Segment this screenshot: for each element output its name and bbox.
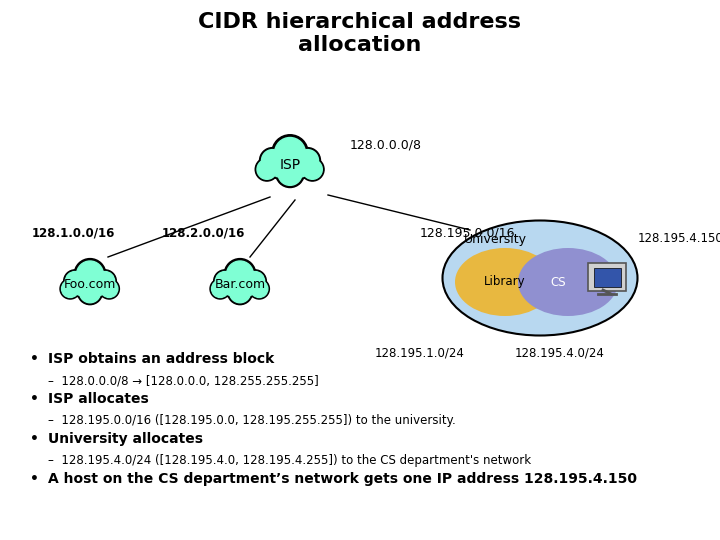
Text: –  128.195.0.0/16 ([128.195.0.0, 128.195.255.255]) to the university.: – 128.195.0.0/16 ([128.195.0.0, 128.195.…	[48, 414, 456, 427]
Circle shape	[60, 279, 81, 299]
Text: ISP: ISP	[279, 158, 300, 172]
Circle shape	[259, 147, 285, 173]
Circle shape	[228, 280, 253, 305]
Text: 128.195.0.0/16: 128.195.0.0/16	[420, 226, 516, 240]
Circle shape	[269, 155, 291, 177]
Circle shape	[289, 155, 311, 177]
Circle shape	[99, 279, 120, 299]
Text: 128.2.0.0/16: 128.2.0.0/16	[162, 226, 246, 240]
Circle shape	[212, 280, 229, 298]
Circle shape	[89, 276, 108, 295]
Text: Foo.com: Foo.com	[64, 279, 116, 292]
Circle shape	[95, 272, 114, 291]
Text: 128.195.4.150: 128.195.4.150	[638, 232, 720, 245]
Circle shape	[301, 158, 324, 181]
Circle shape	[237, 275, 260, 298]
Circle shape	[210, 279, 230, 299]
Circle shape	[94, 270, 117, 293]
Circle shape	[220, 275, 243, 298]
Text: •: •	[30, 432, 39, 446]
Ellipse shape	[443, 220, 637, 335]
Circle shape	[278, 161, 302, 185]
Circle shape	[297, 150, 318, 172]
Text: ISP allocates: ISP allocates	[48, 392, 149, 406]
Circle shape	[255, 158, 279, 181]
Circle shape	[272, 134, 308, 171]
Circle shape	[214, 270, 236, 293]
Circle shape	[257, 159, 276, 179]
Circle shape	[246, 272, 265, 291]
Text: –  128.195.4.0/24 ([128.195.4.0, 128.195.4.255]) to the CS department's network: – 128.195.4.0/24 ([128.195.4.0, 128.195.…	[48, 454, 531, 467]
Circle shape	[62, 280, 79, 298]
Circle shape	[78, 280, 102, 305]
Text: 128.1.0.0/16: 128.1.0.0/16	[32, 226, 115, 240]
FancyBboxPatch shape	[593, 267, 621, 287]
Circle shape	[87, 275, 109, 298]
Text: 128.195.4.0/24: 128.195.4.0/24	[515, 346, 605, 359]
FancyBboxPatch shape	[588, 263, 626, 291]
Ellipse shape	[455, 248, 555, 316]
Text: Bar.com: Bar.com	[215, 279, 266, 292]
Circle shape	[267, 153, 293, 179]
Circle shape	[71, 275, 93, 298]
Circle shape	[72, 276, 91, 295]
Circle shape	[215, 272, 235, 291]
Text: •: •	[30, 472, 39, 486]
Text: –  128.0.0.0/8 → [128.0.0.0, 128.255.255.255]: – 128.0.0.0/8 → [128.0.0.0, 128.255.255.…	[48, 374, 319, 387]
Circle shape	[294, 147, 320, 173]
Circle shape	[66, 272, 85, 291]
Text: A host on the CS department’s network gets one IP address 128.195.4.150: A host on the CS department’s network ge…	[48, 472, 637, 486]
Circle shape	[251, 280, 268, 298]
Circle shape	[276, 159, 305, 187]
Circle shape	[230, 282, 251, 303]
Circle shape	[227, 261, 253, 288]
Ellipse shape	[518, 248, 618, 316]
Circle shape	[222, 276, 241, 295]
Circle shape	[249, 279, 269, 299]
Text: 128.0.0.0/8: 128.0.0.0/8	[350, 138, 422, 152]
Circle shape	[224, 259, 256, 291]
Text: •: •	[30, 352, 39, 366]
Circle shape	[287, 153, 312, 179]
Text: CS: CS	[550, 275, 566, 288]
Text: CIDR hierarchical address
allocation: CIDR hierarchical address allocation	[199, 12, 521, 55]
Circle shape	[261, 150, 284, 172]
Circle shape	[79, 282, 101, 303]
Text: Library: Library	[484, 275, 526, 288]
Circle shape	[243, 270, 266, 293]
Text: •: •	[30, 392, 39, 406]
Circle shape	[76, 261, 104, 288]
Circle shape	[274, 138, 305, 168]
Circle shape	[101, 280, 118, 298]
Circle shape	[302, 159, 323, 179]
Text: University: University	[464, 233, 526, 246]
Circle shape	[63, 270, 86, 293]
Text: 128.195.1.0/24: 128.195.1.0/24	[375, 346, 465, 359]
Text: ISP obtains an address block: ISP obtains an address block	[48, 352, 274, 366]
Text: University allocates: University allocates	[48, 432, 203, 446]
Circle shape	[239, 276, 258, 295]
Circle shape	[74, 259, 106, 291]
